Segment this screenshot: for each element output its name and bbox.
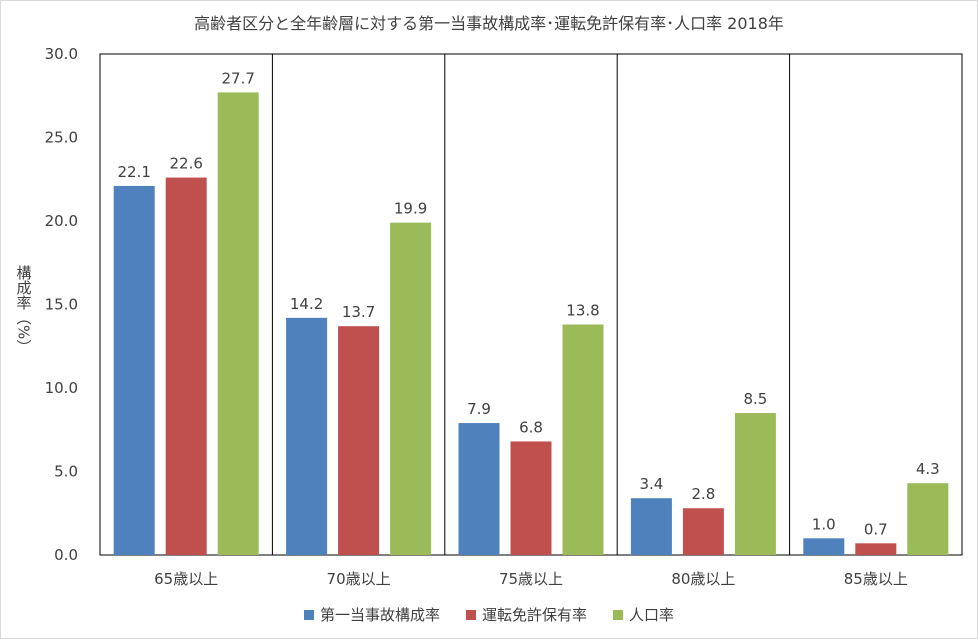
x-tick-label: 80歳以上	[671, 570, 735, 588]
data-label: 13.7	[342, 303, 375, 321]
x-tick-label: 65歳以上	[154, 570, 218, 588]
legend: 第一当事故構成率 運転免許保有率 人口率	[0, 604, 978, 625]
data-label: 4.3	[916, 460, 940, 478]
bar	[390, 222, 432, 556]
legend-swatch	[613, 609, 623, 620]
bar	[630, 498, 672, 555]
y-tick-label: 20.0	[45, 212, 78, 230]
data-label: 2.8	[691, 485, 715, 503]
bar	[734, 413, 776, 555]
data-label: 19.9	[394, 200, 427, 218]
bar	[803, 538, 845, 555]
legend-swatch	[303, 609, 314, 620]
y-tick-label: 0.0	[54, 546, 78, 564]
y-tick-label: 30.0	[45, 45, 78, 63]
legend-label: 人口率	[629, 606, 675, 624]
data-label: 22.1	[117, 163, 150, 181]
data-label: 8.5	[743, 390, 767, 408]
bar	[458, 423, 500, 555]
bar	[165, 177, 207, 555]
data-label: 14.2	[290, 295, 323, 313]
data-label: 13.8	[566, 302, 599, 320]
bar	[338, 326, 380, 555]
x-tick-label: 85歳以上	[844, 570, 908, 588]
legend-label: 第一当事故構成率	[319, 606, 440, 624]
chart-title: 高齢者区分と全年齢層に対する第一当事故構成率･運転免許保有率･人口率 2018年	[194, 14, 784, 33]
legend-item: 運転免許保有率	[465, 604, 587, 625]
x-tick-label: 70歳以上	[327, 570, 391, 588]
bar	[286, 317, 328, 555]
data-label: 7.9	[467, 400, 491, 418]
bar	[562, 324, 604, 555]
y-tick-label: 10.0	[45, 379, 78, 397]
y-axis-label: 構成率（%）	[14, 265, 33, 355]
data-label: 6.8	[519, 418, 543, 436]
data-label: 3.4	[639, 475, 663, 493]
y-tick-label: 5.0	[54, 463, 78, 481]
legend-item: 第一当事故構成率	[303, 604, 440, 625]
bar	[907, 483, 949, 555]
bar	[855, 543, 897, 555]
data-label: 27.7	[221, 69, 254, 87]
legend-swatch	[465, 609, 476, 620]
bar	[217, 92, 259, 555]
data-label: 0.7	[864, 520, 888, 538]
bar	[510, 441, 552, 555]
y-tick-label: 25.0	[45, 129, 78, 147]
legend-label: 運転免許保有率	[481, 606, 587, 624]
x-tick-label: 75歳以上	[499, 570, 563, 588]
data-label: 22.6	[169, 155, 202, 173]
legend-item: 人口率	[613, 604, 674, 625]
bar-chart: 0.0 5.0 10.0 15.0 20.0 25.0 30.0 22.1 22.6 27.7 65…	[45, 45, 963, 588]
y-tick-label: 15.0	[45, 296, 78, 314]
bar	[682, 508, 724, 555]
bar	[113, 185, 155, 555]
data-label: 1.0	[812, 515, 836, 533]
